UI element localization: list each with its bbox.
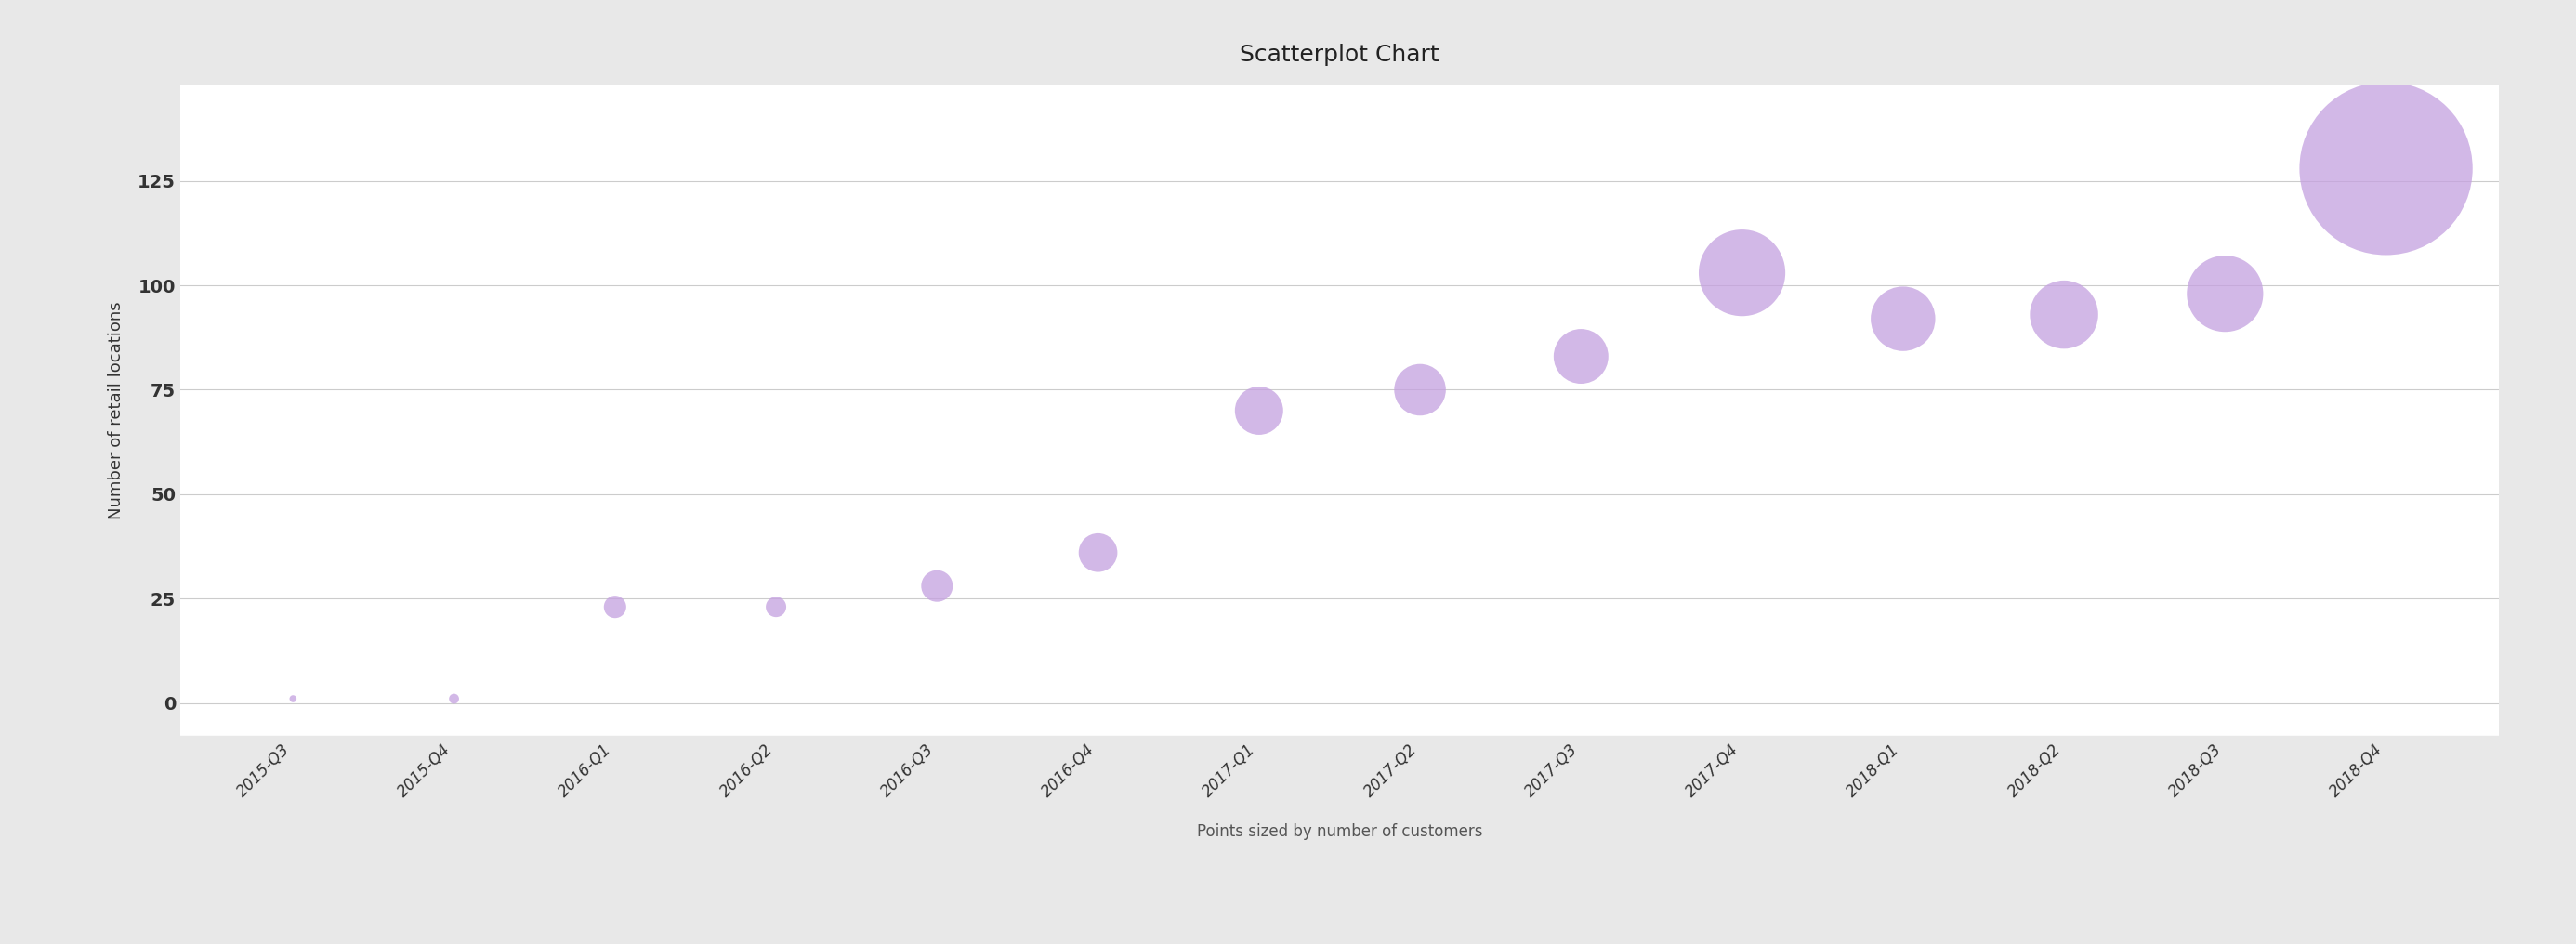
Point — [1561, 348, 1602, 363]
Point — [2205, 286, 2246, 301]
Y-axis label: Number of retail locations: Number of retail locations — [108, 302, 124, 519]
Point — [595, 599, 636, 615]
Point — [2365, 160, 2406, 176]
Point — [1883, 312, 1924, 327]
Point — [1077, 545, 1118, 560]
Point — [1239, 403, 1280, 418]
Point — [1399, 382, 1440, 397]
Title: Scatterplot Chart: Scatterplot Chart — [1239, 44, 1440, 66]
Point — [433, 691, 474, 706]
X-axis label: Points sized by number of customers: Points sized by number of customers — [1198, 823, 1481, 840]
Point — [917, 579, 958, 594]
Point — [755, 599, 796, 615]
Point — [2043, 307, 2084, 322]
Point — [273, 691, 314, 706]
Point — [1721, 265, 1762, 280]
